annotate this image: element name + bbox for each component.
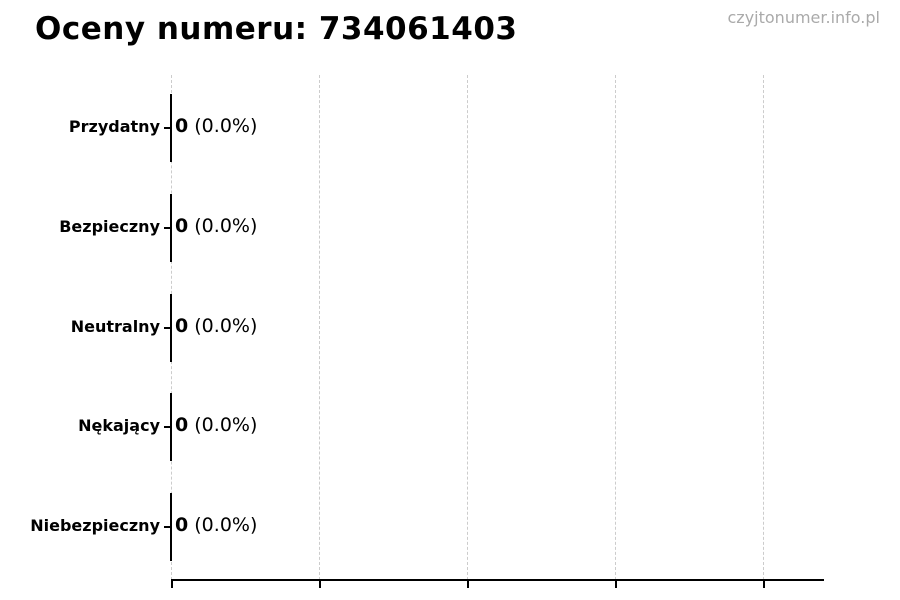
gridline (319, 75, 320, 580)
value-count: 0 (175, 414, 189, 436)
category-label: Przydatny (68, 117, 160, 136)
x-axis-line (171, 579, 824, 581)
bar-zero-width (170, 393, 172, 461)
chart-title: Oceny numeru: 734061403 (35, 11, 518, 47)
y-axis-tick (164, 327, 171, 329)
y-axis-tick (164, 127, 171, 129)
bar-zero-width (170, 493, 172, 561)
category-label: Bezpieczny (59, 217, 160, 236)
x-axis-tick (319, 580, 321, 588)
value-count: 0 (175, 215, 189, 237)
x-axis-tick (615, 580, 617, 588)
gridline (467, 75, 468, 580)
x-axis-tick (467, 580, 469, 588)
category-label: Niebezpieczny (30, 516, 160, 535)
value-percent: (0.0%) (188, 514, 258, 536)
bar-zero-width (170, 294, 172, 362)
value-label: 0 (0.0%) (175, 115, 257, 137)
value-percent: (0.0%) (188, 315, 258, 337)
value-label: 0 (0.0%) (175, 315, 257, 337)
value-label: 0 (0.0%) (175, 514, 257, 536)
watermark-text: czyjtonumer.info.pl (727, 8, 881, 27)
value-percent: (0.0%) (188, 215, 258, 237)
x-axis-tick (763, 580, 765, 588)
bar-zero-width (170, 94, 172, 162)
value-count: 0 (175, 514, 189, 536)
bar-zero-width (170, 194, 172, 262)
value-percent: (0.0%) (188, 115, 258, 137)
gridline (763, 75, 764, 580)
x-axis-tick (171, 580, 173, 588)
gridline (615, 75, 616, 580)
value-count: 0 (175, 115, 189, 137)
category-label: Neutralny (70, 317, 160, 336)
y-axis-tick (164, 526, 171, 528)
value-label: 0 (0.0%) (175, 215, 257, 237)
y-axis-tick (164, 227, 171, 229)
value-percent: (0.0%) (188, 414, 258, 436)
y-axis-tick (164, 426, 171, 428)
value-count: 0 (175, 315, 189, 337)
category-label: Nękający (78, 416, 160, 435)
value-label: 0 (0.0%) (175, 414, 257, 436)
